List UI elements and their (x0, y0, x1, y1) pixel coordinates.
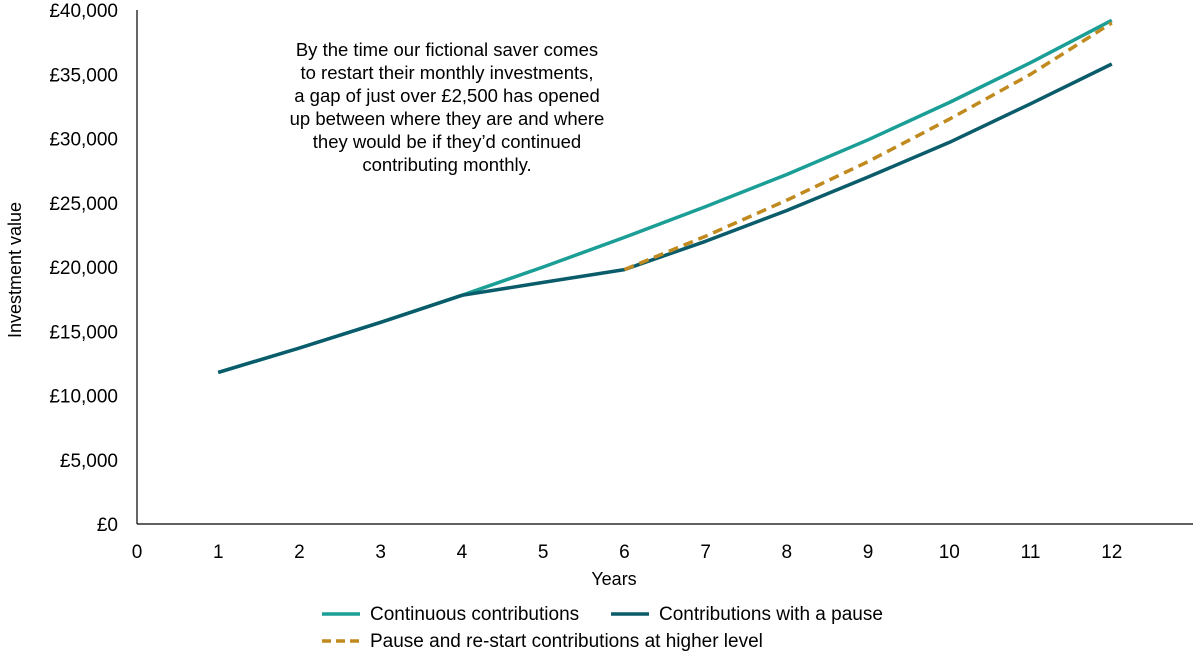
annotation-line: a gap of just over £2,500 has opened (294, 85, 600, 106)
x-tick-label: 8 (782, 542, 793, 563)
x-tick-label: 1 (213, 542, 224, 563)
series-line-2 (217, 62, 1113, 375)
x-tick-label: 10 (939, 542, 960, 563)
annotation-line: to restart their monthly investments, (300, 62, 593, 83)
x-axis-ticks: 0 1 2 3 4 5 6 7 8 9 10 11 12 (132, 542, 1123, 563)
x-tick-label: 5 (538, 542, 549, 563)
x-tick-label: 9 (863, 542, 874, 563)
series-line-3 (623, 21, 1113, 272)
x-axis-title: Years (591, 569, 636, 589)
y-tick-label: £15,000 (49, 322, 118, 343)
annotation-line: they would be if they’d continued (313, 131, 581, 152)
x-tick-label: 3 (375, 542, 386, 563)
x-tick-label: 12 (1101, 542, 1122, 563)
annotation-line: up between where they are and where (290, 108, 605, 129)
x-tick-label: 7 (700, 542, 711, 563)
legend-label-2: Contributions with a pause (659, 604, 883, 625)
y-tick-label: £25,000 (49, 194, 118, 215)
x-tick-label: 4 (457, 542, 468, 563)
series-layer (217, 18, 1113, 375)
annotation-line: contributing monthly. (362, 154, 531, 175)
y-axis-ticks: £0 £5,000 £10,000 £15,000 £20,000 £25,000 £30,… (49, 1, 118, 536)
y-tick-label: £40,000 (49, 1, 118, 22)
y-tick-label: £30,000 (49, 130, 118, 151)
x-tick-label: 2 (294, 542, 305, 563)
y-tick-label: £35,000 (49, 65, 118, 86)
legend-label-3: Pause and re-start contributions at high… (370, 631, 763, 652)
y-tick-label: £5,000 (60, 451, 118, 472)
annotation-line: By the time our fictional saver comes (296, 39, 598, 60)
y-axis-title: Investment value (5, 202, 25, 338)
y-tick-label: £0 (97, 515, 118, 536)
legend-label-1: Continuous contributions (370, 604, 579, 625)
x-tick-label: 11 (1021, 542, 1041, 563)
x-tick-label: 0 (132, 542, 143, 563)
x-tick-label: 6 (619, 542, 630, 563)
y-tick-label: £20,000 (49, 258, 118, 279)
annotation: By the time our fictional saver comesto … (290, 39, 605, 175)
y-tick-label: £10,000 (49, 387, 118, 408)
legend: Continuous contributions Contributions wi… (322, 604, 883, 652)
